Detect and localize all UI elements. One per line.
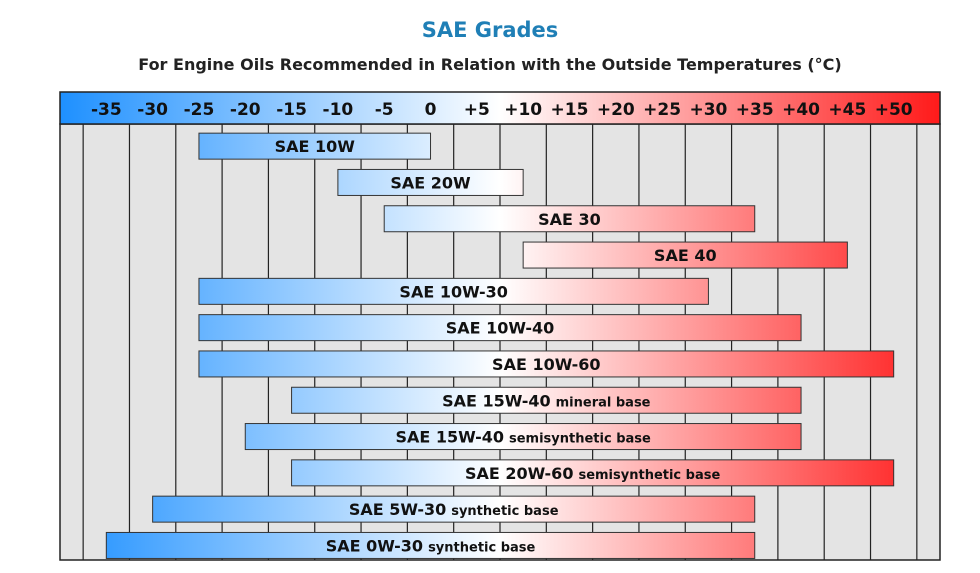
tick-label: +40	[782, 100, 820, 120]
range-bar	[291, 386, 802, 414]
tick-label: -30	[137, 100, 168, 120]
range-bar	[152, 495, 756, 523]
range-bar	[291, 459, 895, 487]
range-bar	[198, 277, 709, 305]
chart-title: SAE Grades	[421, 18, 559, 42]
bar-label: SAE 10W	[275, 137, 356, 156]
tick-label: -15	[276, 100, 307, 120]
temperature-scale-band	[59, 91, 941, 125]
range-bar	[105, 531, 756, 559]
bar-label: SAE 0W-30 synthetic base	[326, 536, 536, 555]
tick-label: +30	[689, 100, 727, 120]
tick-label: -20	[230, 100, 261, 120]
bar-label: SAE 10W-40	[446, 319, 555, 338]
tick-label: 0	[425, 100, 437, 120]
range-bar	[198, 350, 895, 378]
chart-subtitle: For Engine Oils Recommended in Relation …	[138, 55, 842, 74]
bar-label: SAE 10W-60	[492, 355, 601, 374]
bar-label: SAE 20W-60 semisynthetic base	[465, 464, 721, 483]
tick-label: +15	[551, 100, 589, 120]
tick-label: -35	[91, 100, 122, 120]
range-bar	[337, 168, 524, 196]
tick-label: +50	[875, 100, 913, 120]
range-bar	[198, 314, 802, 342]
tick-label: +10	[504, 100, 542, 120]
tick-label: -25	[184, 100, 215, 120]
tick-label: -10	[323, 100, 354, 120]
range-bar	[522, 241, 848, 269]
bar-label: SAE 30	[538, 210, 601, 229]
bar-label: SAE 5W-30 synthetic base	[349, 500, 559, 519]
range-bar	[198, 132, 432, 160]
range-bar	[244, 423, 802, 451]
bar-label: SAE 15W-40 mineral base	[442, 391, 651, 410]
bar-label: SAE 10W-30	[399, 282, 508, 301]
tick-label: +20	[597, 100, 635, 120]
bar-label: SAE 20W	[390, 173, 471, 192]
tick-label: -5	[375, 100, 394, 120]
range-bar	[383, 205, 756, 233]
tick-label: +35	[736, 100, 774, 120]
tick-label: +25	[643, 100, 681, 120]
bar-label: SAE 40	[654, 246, 717, 265]
tick-label: +45	[828, 100, 866, 120]
tick-label: +5	[464, 100, 490, 120]
bar-label: SAE 15W-40 semisynthetic base	[395, 428, 651, 447]
